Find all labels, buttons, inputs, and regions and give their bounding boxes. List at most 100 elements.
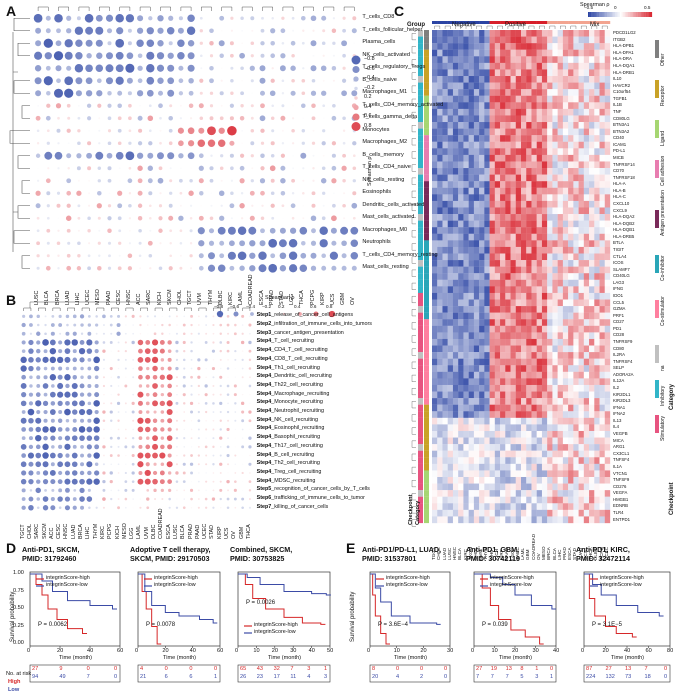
panel-c-legend-value: 0 [614, 5, 617, 10]
panel-a-bubble [128, 166, 132, 170]
panel-e-plot-2-risk-low-value: 3 [535, 674, 539, 680]
panel-d-plot-3-xlabel: Time (month) [268, 655, 302, 661]
panel-a-bubble [259, 77, 266, 84]
panel-a-row-label: T_cells_CD4_memory_activated [362, 101, 444, 108]
panel-a-col-label: ESCA [258, 289, 265, 305]
panel-a-bubble [46, 228, 51, 233]
panel-a-bubble [178, 215, 184, 221]
panel-d-plot-3-title-line2: PMID: 30753825 [230, 554, 285, 563]
panel-a-bubble [167, 52, 174, 59]
panel-a-bubble [169, 167, 172, 170]
panel-a-bubble [188, 78, 194, 84]
panel-a-bubble [34, 51, 43, 60]
panel-a-bubble [251, 204, 254, 207]
panel-a-bubble [67, 167, 70, 170]
panel-a-bubble [352, 191, 357, 196]
panel-c-gene-label: HLA-DQB1 [613, 227, 635, 233]
panel-d-plot-3-risk-low-value: 11 [290, 674, 297, 680]
panel-a-bubble [342, 28, 346, 33]
panel-a-bubble [46, 204, 50, 208]
panel-a-bubble [34, 65, 42, 72]
panel-a-bubble [117, 90, 123, 96]
panel-d-plot-1-risk-high-value: 0 [114, 666, 118, 672]
panel-a-bubble [260, 153, 265, 158]
panel-a-bubble [331, 141, 337, 146]
panel-a-bubble [342, 16, 346, 20]
panel-b-col-label: BLCA [180, 525, 187, 540]
panel-a-bubble [270, 40, 275, 46]
panel-b-col-label: THCA [245, 524, 252, 540]
panel-c-gene-label: SELP [613, 365, 624, 371]
panel-e-plot-3-risk-high-value: 13 [625, 666, 632, 672]
panel-a-bubble [301, 103, 306, 109]
panel-c-gene-label: HLA-DQB2 [613, 220, 635, 226]
panel-a-bubble [270, 191, 275, 196]
panel-a-bubble [250, 79, 254, 83]
panel-a-bubble [332, 79, 335, 82]
panel-a-bubble [148, 129, 152, 133]
panel-b-step-desc: _Dendritic_cell_recruiting [271, 373, 332, 380]
panel-a-bubble [240, 66, 244, 71]
panel-d-plot-3-xtick-label: 10 [253, 648, 260, 654]
panel-a-row-dendrogram-branch [17, 42, 30, 57]
panel-a-bubble [168, 41, 173, 46]
panel-a-bubble [137, 141, 143, 146]
panel-b-col-label: TGCT [19, 524, 26, 540]
panel-a-bubble [271, 104, 274, 108]
panel-b-row-label: Step5_recognition_of_cancer_cells_by_T_c… [257, 487, 370, 492]
panel-a-bubble [269, 227, 276, 234]
panel-d-plot-2-risk-low-value: 6 [189, 674, 193, 680]
panel-b-step-name: Step4 [256, 355, 272, 362]
panel-b-row-label: Step4_Monocyte_recruiting [257, 400, 323, 405]
panel-a-bubble [250, 54, 254, 58]
panel-a-bubble [45, 28, 51, 34]
panel-a-bubble [159, 192, 162, 195]
panel-a-bubble [302, 67, 305, 70]
panel-a-bubble [55, 65, 62, 72]
panel-a-legend-value: −0.6 [364, 65, 375, 72]
panel-a-bubble [227, 125, 237, 136]
panel-a-bubble [280, 165, 286, 171]
panel-a-bubble [260, 90, 265, 96]
panel-c-gene-label: PDCD1LG2 [613, 30, 636, 36]
panel-d-plot-1-risk-low-value: 49 [59, 674, 66, 680]
panel-a-bubble [331, 165, 337, 171]
panel-a-bubble [342, 78, 347, 83]
panel-a-bubble [36, 254, 40, 258]
panel-a-bubble [353, 42, 356, 45]
panel-e-plot-2-xlabel: Time (month) [499, 655, 533, 661]
panel-b-legend-value: −0.6 [230, 304, 240, 309]
panel-a-bubble [146, 76, 155, 85]
panel-a-col-label: PAAD [105, 290, 112, 305]
panel-e-plot-3-risk-low-value: 73 [625, 674, 632, 680]
panel-a-bubble [218, 127, 225, 134]
panel-a-bubble [239, 52, 245, 59]
panel-a-bubble [105, 52, 114, 60]
panel-b-col-label: MESO [121, 523, 128, 540]
panel-a-bubble [127, 91, 132, 96]
panel-a-row-label: Plasma_cells [362, 39, 396, 46]
panel-a-bubble [128, 203, 132, 208]
panel-a-bubble [86, 103, 92, 108]
panel-a-bubble [105, 77, 114, 85]
panel-a-bubble [168, 15, 174, 21]
panel-d-plot-1-xtick-label: 40 [87, 648, 94, 654]
panel-a-legend-value: 0.4 [364, 103, 372, 110]
panel-e-plot-1-risk-low-value: 0 [444, 674, 448, 680]
panel-c-gene-label: HLA-DRA [613, 56, 632, 62]
panel-a-bubble [322, 79, 325, 82]
panel-a-bubble [97, 179, 101, 183]
panel-e-plot-2-risk-low-value: 7 [505, 674, 509, 680]
panel-a-bubble [342, 129, 346, 132]
panel-a-bubble [299, 226, 308, 235]
panel-c-gene-label: IL1B [613, 102, 622, 108]
panel-b-row-label: Step4_Th2_cell_recruiting [257, 461, 320, 466]
panel-a-bubble [352, 216, 356, 220]
panel-b-row-label: Step4_Dendritic_cell_recruiting [257, 374, 332, 379]
panel-a-bubble [187, 64, 195, 72]
panel-e-plot-1-title-line2: PMID: 31537801 [362, 554, 417, 563]
panel-a-bubble [219, 91, 224, 96]
panel-a-bubble [36, 216, 40, 220]
panel-e-plot-2-risk-low-value: 1 [550, 674, 554, 680]
panel-a-bubble [157, 77, 164, 84]
